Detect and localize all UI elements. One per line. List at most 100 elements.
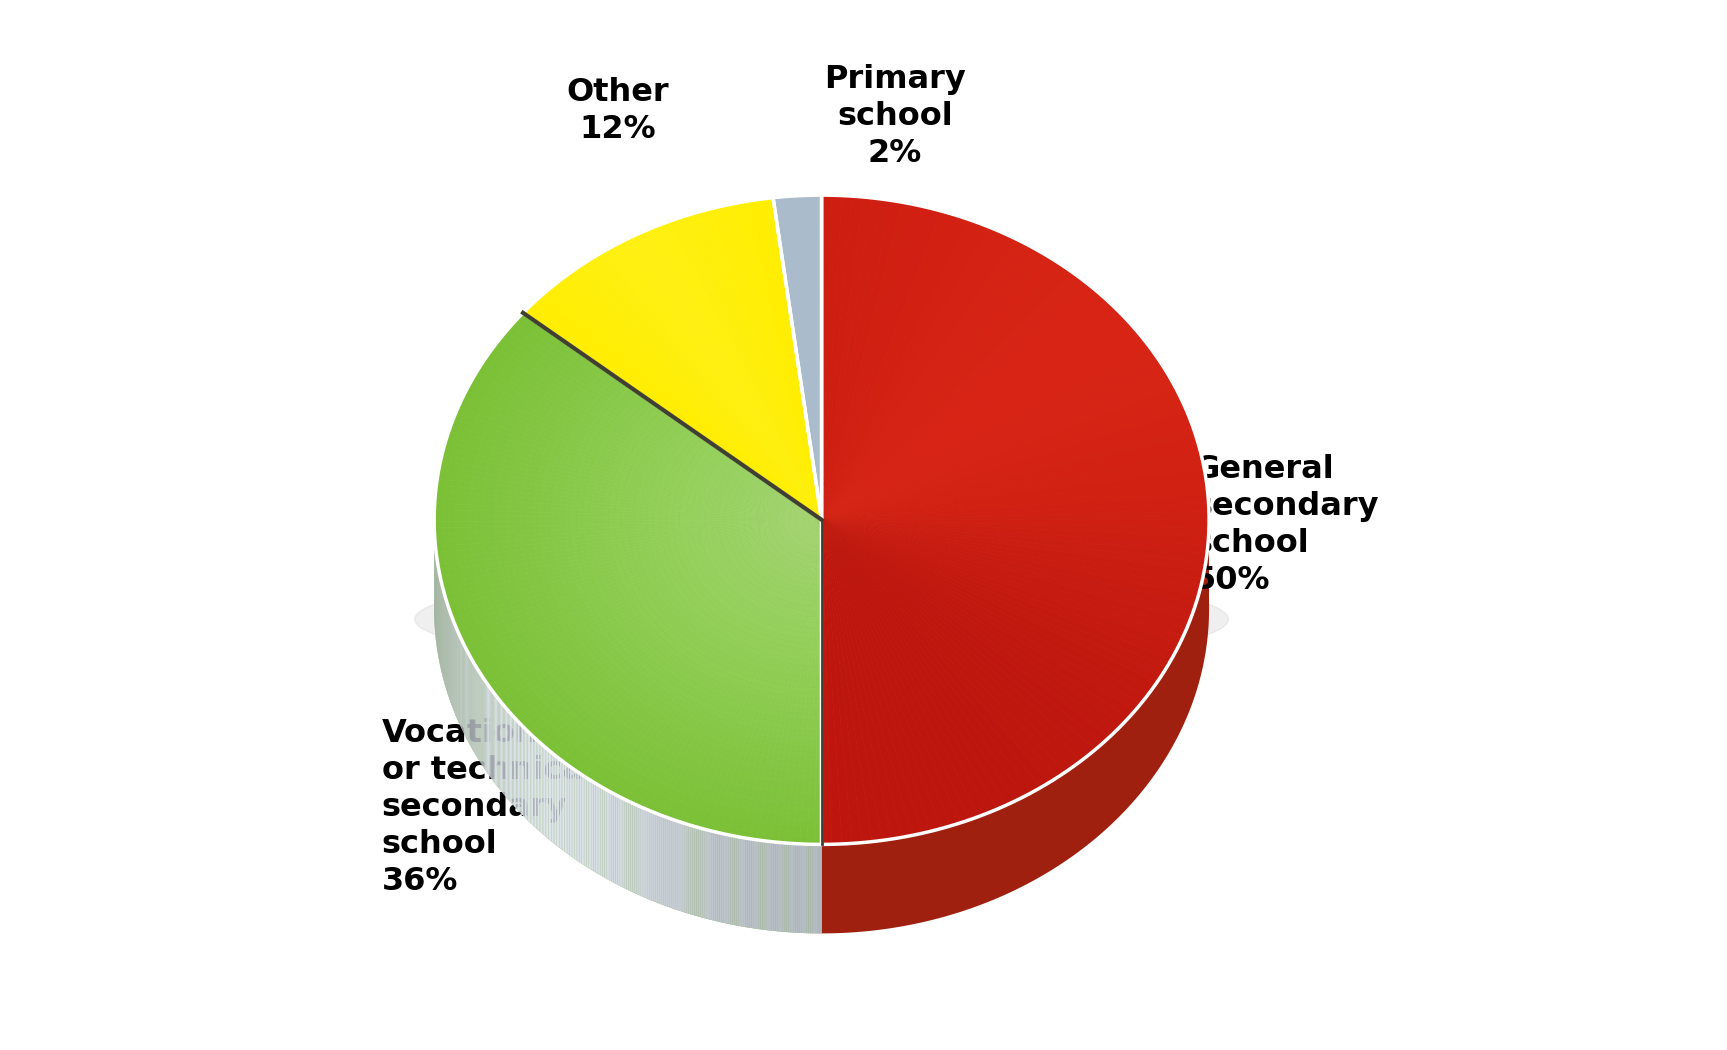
Polygon shape (482, 358, 822, 520)
Polygon shape (822, 520, 851, 844)
Polygon shape (822, 329, 1142, 520)
Polygon shape (546, 520, 822, 752)
Polygon shape (687, 213, 822, 520)
Polygon shape (506, 328, 822, 520)
Polygon shape (822, 195, 841, 520)
Polygon shape (725, 205, 822, 520)
Polygon shape (739, 202, 822, 520)
Polygon shape (439, 520, 822, 570)
Polygon shape (439, 520, 822, 576)
Polygon shape (822, 520, 960, 825)
Polygon shape (518, 313, 822, 520)
Polygon shape (822, 197, 882, 520)
Polygon shape (541, 520, 822, 748)
Polygon shape (489, 520, 822, 690)
Polygon shape (646, 520, 822, 812)
Polygon shape (466, 385, 822, 520)
Polygon shape (822, 520, 1095, 755)
Polygon shape (532, 300, 822, 520)
Polygon shape (822, 227, 998, 520)
Polygon shape (822, 243, 1033, 520)
Polygon shape (734, 203, 822, 520)
Polygon shape (822, 520, 1190, 628)
Polygon shape (561, 520, 822, 764)
Polygon shape (610, 792, 611, 882)
Polygon shape (822, 419, 1193, 520)
Polygon shape (822, 469, 1205, 520)
Polygon shape (592, 781, 594, 872)
Polygon shape (680, 822, 682, 911)
Polygon shape (822, 520, 1200, 595)
Polygon shape (822, 520, 1162, 682)
Polygon shape (661, 816, 663, 905)
Polygon shape (473, 334, 822, 812)
Polygon shape (750, 839, 751, 928)
Polygon shape (651, 812, 655, 901)
Polygon shape (822, 343, 1152, 520)
Polygon shape (822, 296, 1109, 520)
Polygon shape (660, 815, 661, 904)
Polygon shape (661, 223, 822, 520)
Polygon shape (634, 804, 636, 894)
Polygon shape (485, 340, 822, 801)
Polygon shape (822, 495, 1209, 520)
Polygon shape (718, 464, 822, 606)
Polygon shape (489, 348, 822, 520)
Polygon shape (582, 775, 584, 864)
Polygon shape (731, 204, 822, 520)
Polygon shape (808, 844, 810, 933)
Polygon shape (770, 492, 822, 563)
Polygon shape (433, 313, 822, 844)
Polygon shape (451, 419, 822, 520)
Polygon shape (480, 337, 822, 806)
Polygon shape (653, 226, 822, 520)
Polygon shape (822, 478, 1207, 520)
Polygon shape (822, 520, 1152, 696)
Polygon shape (746, 838, 748, 927)
Polygon shape (433, 520, 822, 528)
Polygon shape (822, 520, 1041, 792)
Polygon shape (777, 520, 822, 843)
Polygon shape (751, 482, 822, 580)
Polygon shape (675, 821, 679, 910)
Polygon shape (717, 207, 822, 520)
Polygon shape (653, 520, 822, 815)
Polygon shape (822, 290, 1102, 520)
Polygon shape (710, 831, 712, 920)
Polygon shape (760, 840, 763, 929)
Polygon shape (599, 785, 601, 876)
Polygon shape (774, 842, 775, 931)
Text: Vocational
or technical
secondary
school
36%: Vocational or technical secondary school… (382, 718, 594, 898)
Polygon shape (822, 520, 1142, 711)
Polygon shape (822, 231, 1007, 520)
Polygon shape (741, 837, 743, 927)
Polygon shape (819, 844, 822, 933)
Polygon shape (822, 520, 1081, 766)
Polygon shape (822, 520, 1171, 667)
Polygon shape (523, 197, 822, 520)
Polygon shape (670, 219, 822, 520)
Polygon shape (803, 509, 822, 536)
Polygon shape (822, 486, 1207, 520)
Polygon shape (822, 520, 1050, 788)
Polygon shape (591, 257, 822, 520)
Polygon shape (451, 520, 822, 618)
Polygon shape (663, 816, 667, 906)
Polygon shape (485, 353, 822, 520)
Polygon shape (822, 427, 1195, 520)
Polygon shape (822, 211, 952, 520)
Polygon shape (691, 825, 693, 915)
Polygon shape (743, 838, 746, 927)
Polygon shape (435, 520, 822, 552)
Polygon shape (822, 520, 1180, 652)
Polygon shape (644, 808, 646, 898)
Polygon shape (791, 843, 793, 932)
Polygon shape (494, 342, 822, 520)
Polygon shape (560, 277, 822, 520)
Polygon shape (644, 230, 822, 520)
Polygon shape (475, 369, 822, 520)
Polygon shape (582, 392, 822, 720)
Polygon shape (471, 374, 822, 520)
Polygon shape (684, 215, 822, 520)
Polygon shape (627, 800, 629, 890)
